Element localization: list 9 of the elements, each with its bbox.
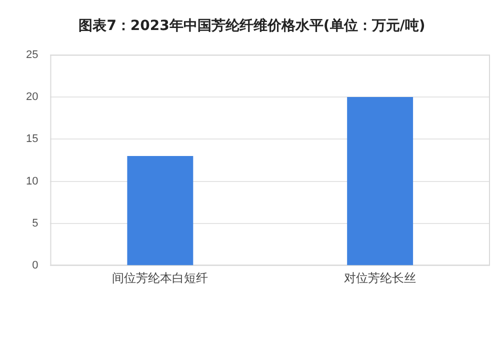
y-tick-label: 5 [32, 217, 38, 230]
y-tick-label: 20 [26, 90, 38, 103]
x-tick-label: 间位芳纶本白短纤 [112, 271, 208, 286]
x-tick-label: 对位芳纶长丝 [344, 271, 416, 286]
y-tick-label: 10 [26, 175, 38, 188]
y-tick-label: 25 [26, 48, 38, 61]
y-tick-label: 15 [26, 133, 38, 146]
y-tick-label: 0 [32, 260, 38, 272]
chart-title: 图表7：2023年中国芳纶纤维价格水平(单位：万元/吨) [78, 17, 426, 34]
